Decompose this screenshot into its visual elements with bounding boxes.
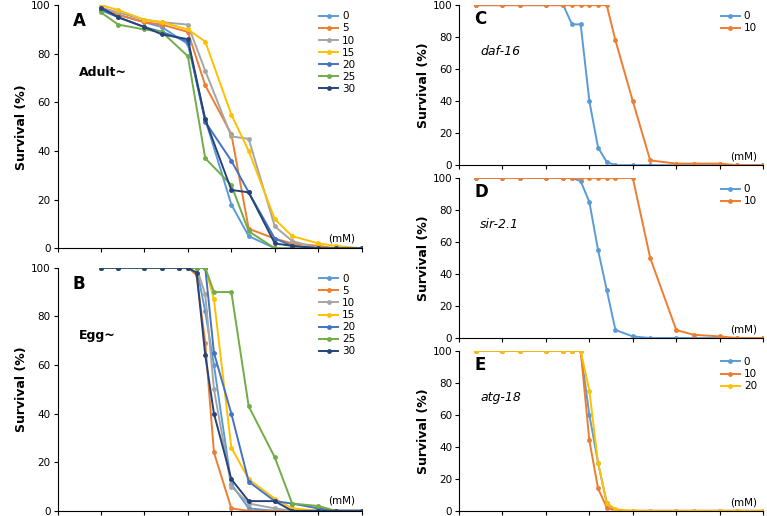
Text: A: A <box>73 12 86 30</box>
Legend: 0, 5, 10, 15, 20, 25, 30: 0, 5, 10, 15, 20, 25, 30 <box>318 10 357 95</box>
Legend: 0, 10, 20: 0, 10, 20 <box>720 356 758 392</box>
Text: D: D <box>474 183 488 201</box>
Y-axis label: Survival (%): Survival (%) <box>15 84 28 170</box>
Text: E: E <box>474 356 486 374</box>
Y-axis label: Survival (%): Survival (%) <box>416 215 430 301</box>
Text: sir-2.1: sir-2.1 <box>480 218 519 231</box>
Text: (mM): (mM) <box>730 152 757 162</box>
Text: daf-16: daf-16 <box>480 45 521 58</box>
Y-axis label: Survival (%): Survival (%) <box>416 42 430 128</box>
Text: Adult~: Adult~ <box>79 66 127 79</box>
Legend: 0, 10: 0, 10 <box>720 10 758 35</box>
Text: atg-18: atg-18 <box>480 391 521 404</box>
Legend: 0, 5, 10, 15, 20, 25, 30: 0, 5, 10, 15, 20, 25, 30 <box>318 273 357 358</box>
Text: B: B <box>73 275 85 293</box>
Text: (mM): (mM) <box>328 233 356 244</box>
Legend: 0, 10: 0, 10 <box>720 183 758 207</box>
Text: Egg~: Egg~ <box>79 329 116 342</box>
Text: (mM): (mM) <box>730 497 757 508</box>
Text: (mM): (mM) <box>730 325 757 335</box>
Text: (mM): (mM) <box>328 496 356 506</box>
Text: C: C <box>474 10 486 28</box>
Y-axis label: Survival (%): Survival (%) <box>416 388 430 474</box>
Y-axis label: Survival (%): Survival (%) <box>15 346 28 432</box>
